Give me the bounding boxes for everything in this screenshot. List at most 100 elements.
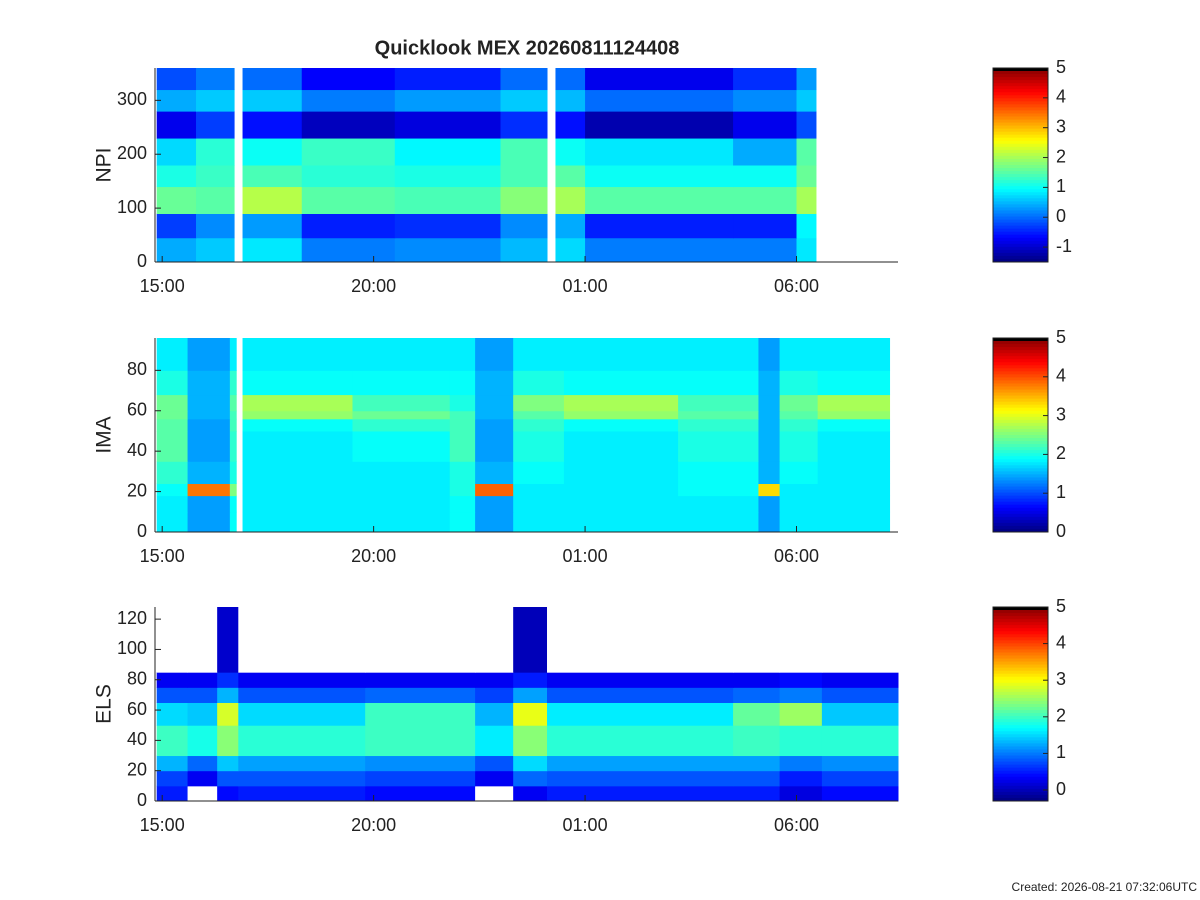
x-tick-label: 06:00 [774, 546, 819, 566]
heatmap-cell [242, 68, 303, 91]
heatmap-cell [475, 725, 514, 757]
colorbar-segment [993, 737, 1048, 741]
heatmap-cell [500, 68, 548, 91]
heatmap-cell [513, 410, 565, 420]
colorbar-top [993, 607, 1048, 610]
heatmap-cell [678, 418, 759, 432]
heatmap-cell [449, 338, 476, 371]
colorbar-tick-label: 2 [1056, 146, 1066, 166]
heatmap-cell [513, 725, 548, 757]
heatmap-cell [229, 394, 237, 412]
heatmap-cell [156, 89, 197, 112]
colorbar-segment [993, 700, 1048, 705]
heatmap-cell [758, 370, 781, 396]
colorbar-segment [993, 192, 1048, 196]
heatmap-cell [156, 607, 189, 673]
colorbar-segment [993, 749, 1048, 753]
colorbar-segment [993, 137, 1048, 142]
heatmap-cell [585, 213, 734, 239]
colorbar-segment [993, 222, 1048, 227]
heatmap-cell [733, 237, 798, 263]
heatmap-cell [475, 770, 514, 787]
colorbar-segment [993, 682, 1048, 687]
colorbar-segment [993, 131, 1048, 136]
colorbar-segment [993, 386, 1048, 391]
heatmap-cell [352, 461, 451, 484]
colorbar-tick-label: 3 [1056, 116, 1066, 136]
heatmap-cell [555, 111, 586, 139]
colorbar-segment [993, 761, 1048, 766]
heatmap-cell [242, 461, 353, 484]
colorbar-tick-label: 3 [1056, 669, 1066, 689]
heatmap-cell [821, 755, 899, 772]
colorbar-segment [993, 344, 1048, 348]
colorbar-segment [993, 743, 1048, 747]
colorbar-segment [993, 143, 1048, 148]
heatmap-cell [217, 607, 239, 673]
colorbar-segment [993, 168, 1048, 172]
colorbar-segment [993, 728, 1048, 732]
heatmap-cell [394, 213, 501, 239]
heatmap-cell [733, 213, 798, 239]
heatmap-cell [196, 68, 235, 91]
heatmap-cell [779, 338, 819, 371]
colorbar-segment [993, 119, 1048, 124]
colorbar-segment [993, 468, 1048, 472]
colorbar-tick-label: 4 [1056, 632, 1066, 652]
colorbar-segment [993, 631, 1048, 635]
heatmap-cell [352, 418, 451, 432]
x-tick-label: 15:00 [140, 546, 185, 566]
heatmap-cell [779, 394, 819, 412]
heatmap-cell [229, 511, 237, 533]
colorbar-segment [993, 664, 1048, 669]
colorbar-segment [993, 180, 1048, 184]
heatmap-cell [394, 89, 501, 112]
heatmap-cell [821, 770, 899, 787]
heatmap-cell [513, 430, 565, 462]
heatmap-cell [475, 755, 514, 772]
y-axis-label: NPI [93, 147, 116, 182]
heatmap-cell [547, 702, 734, 726]
colorbar-segment [993, 447, 1048, 451]
heatmap-cell [563, 370, 679, 396]
heatmap-cell [758, 418, 781, 432]
colorbar-segment [993, 782, 1048, 787]
heatmap-cell [758, 394, 781, 412]
heatmap-cell [779, 430, 819, 462]
y-tick-label: 0 [137, 251, 147, 271]
heatmap-cell [242, 430, 353, 462]
colorbar-tick-label: 1 [1056, 482, 1066, 502]
colorbar-segment [993, 101, 1048, 105]
colorbar-segment [993, 740, 1048, 744]
y-tick-label: 20 [127, 759, 147, 779]
colorbar-tick-label: 0 [1056, 521, 1066, 541]
colorbar-segment [993, 204, 1048, 208]
colorbar-segment [993, 80, 1048, 84]
heatmap-cell [475, 370, 514, 396]
colorbar-frame [992, 606, 1049, 802]
heatmap-cell [513, 687, 548, 703]
heatmap-cell [817, 410, 891, 420]
heatmap-cell [238, 755, 366, 772]
colorbar-frame [992, 337, 1049, 533]
colorbar-segment [993, 95, 1048, 99]
colorbar-segment [993, 401, 1048, 406]
heatmap-cell [817, 338, 891, 371]
colorbar-segment [993, 234, 1048, 239]
heatmap-cell [352, 370, 451, 396]
colorbar-segment [993, 734, 1048, 738]
heatmap-cell [242, 186, 303, 214]
heatmap-cell [547, 607, 734, 673]
colorbar-segment [993, 74, 1048, 78]
heatmap-cell [779, 672, 823, 688]
colorbar-segment [993, 258, 1048, 263]
heatmap-cell [217, 770, 239, 787]
heatmap-cell [301, 89, 396, 112]
heatmap-cell [475, 394, 514, 412]
heatmap-cell [365, 725, 476, 757]
heatmap-cell [475, 495, 514, 513]
colorbar-segment [993, 134, 1048, 139]
colorbar-tick-label: 2 [1056, 706, 1066, 726]
colorbar-segment [993, 161, 1048, 166]
